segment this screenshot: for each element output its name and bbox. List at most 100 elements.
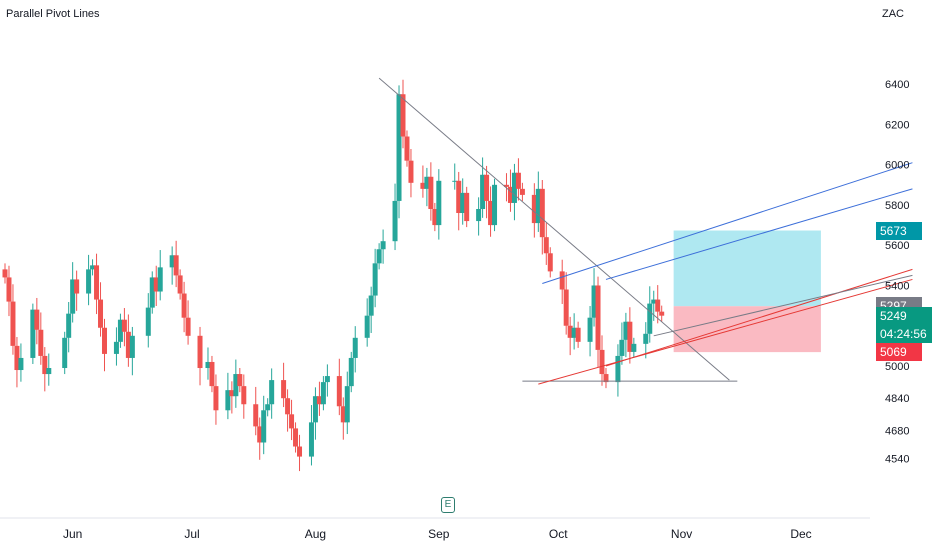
price-tick: 5400 [885, 280, 909, 292]
candle-body [492, 184, 498, 226]
candle-body [169, 255, 175, 268]
current-price: 5249 [880, 308, 907, 323]
candle-body [595, 285, 601, 350]
month-tick: Jun [63, 527, 82, 541]
trendline-red-upper [605, 268, 913, 367]
candle-body [511, 172, 517, 203]
candle-body [515, 172, 521, 189]
candle-body [647, 303, 653, 334]
indicator-title: Parallel Pivot Lines [6, 8, 100, 20]
trendline-red-lower [538, 278, 913, 385]
candle-body [113, 341, 119, 354]
candle-body [261, 410, 267, 443]
candle-body [157, 267, 163, 292]
candle-body [18, 357, 24, 371]
month-tick: Nov [671, 527, 692, 541]
candle-body [507, 186, 513, 203]
target-zone [673, 230, 821, 307]
price-tick: 6200 [885, 119, 909, 131]
candle-body [237, 374, 243, 387]
candle-body [372, 263, 378, 296]
candle-body [293, 428, 299, 447]
candle-body [655, 299, 661, 312]
candle-body [14, 345, 20, 371]
candle-body [98, 299, 104, 328]
candle-body [94, 265, 100, 300]
candle-body [364, 315, 370, 338]
candle-body [74, 279, 80, 294]
candle-body [209, 361, 215, 387]
price-tick: 5600 [885, 240, 909, 252]
candle-body [30, 309, 36, 358]
candle-body [90, 265, 96, 270]
candle-body [185, 317, 191, 336]
candle-body [651, 299, 657, 304]
candle-body [591, 285, 597, 318]
candle-body [619, 339, 625, 356]
candle-body [543, 237, 549, 254]
candle-body [376, 249, 382, 264]
trendline-blue-upper [542, 162, 913, 284]
candle-body [117, 319, 123, 342]
candle-body [587, 317, 593, 342]
candle-body [177, 275, 183, 294]
candle-body [265, 404, 271, 411]
candle-body [173, 255, 179, 276]
trendline-descending [378, 77, 730, 381]
candle-body [312, 396, 318, 423]
trendline-gray-channel [653, 274, 913, 337]
candle-body [631, 343, 637, 352]
candle-body [297, 446, 303, 457]
candle-body [129, 335, 135, 358]
candle-body [603, 374, 609, 383]
candle-body [121, 319, 127, 332]
candle-body [253, 404, 259, 427]
candle-body [181, 293, 187, 318]
candle-body [615, 355, 621, 383]
candle-body [396, 94, 402, 201]
candle-body [424, 176, 430, 189]
month-tick: Oct [549, 527, 568, 541]
candle-body [145, 307, 151, 336]
candle-body [340, 406, 346, 423]
candle-body [575, 327, 581, 342]
month-tick: Aug [305, 527, 326, 541]
target-price-label: 5673 [876, 221, 922, 240]
price-tick: 6400 [885, 79, 909, 91]
candle-body [380, 241, 386, 250]
price-tick: 4540 [885, 454, 909, 466]
stop-price-label: 5069 [876, 343, 922, 362]
candle-body [352, 337, 358, 358]
candle-body [599, 349, 605, 375]
candle-body [420, 182, 426, 189]
earnings-icon[interactable]: E [441, 497, 455, 513]
candle-body [567, 325, 573, 338]
candle-body [404, 136, 410, 161]
candle-body [38, 329, 44, 356]
candle-body [484, 174, 490, 201]
candle-body [289, 414, 295, 429]
candle-body [225, 390, 231, 411]
bar-countdown: 04:24:56 [880, 326, 927, 341]
candle-body [571, 327, 577, 338]
candle-body [348, 357, 354, 387]
price-axis: 4540468048405000520054005600580060006200… [885, 79, 909, 465]
price-tick: 4680 [885, 425, 909, 437]
candle-body [531, 194, 537, 224]
candle-body [488, 200, 494, 226]
candle-body [436, 180, 442, 226]
candle-body [627, 321, 633, 352]
candle-body [460, 192, 466, 214]
candle-body [563, 289, 569, 326]
candle-body [316, 396, 322, 405]
position-zones [673, 230, 821, 353]
candle-body [229, 390, 235, 397]
candle-body [452, 180, 458, 182]
candle-body [70, 279, 76, 314]
candle-body [205, 361, 211, 369]
candle-body [197, 335, 203, 369]
candle-body [432, 208, 438, 226]
candle-body [213, 386, 219, 411]
candle-body [125, 331, 131, 358]
